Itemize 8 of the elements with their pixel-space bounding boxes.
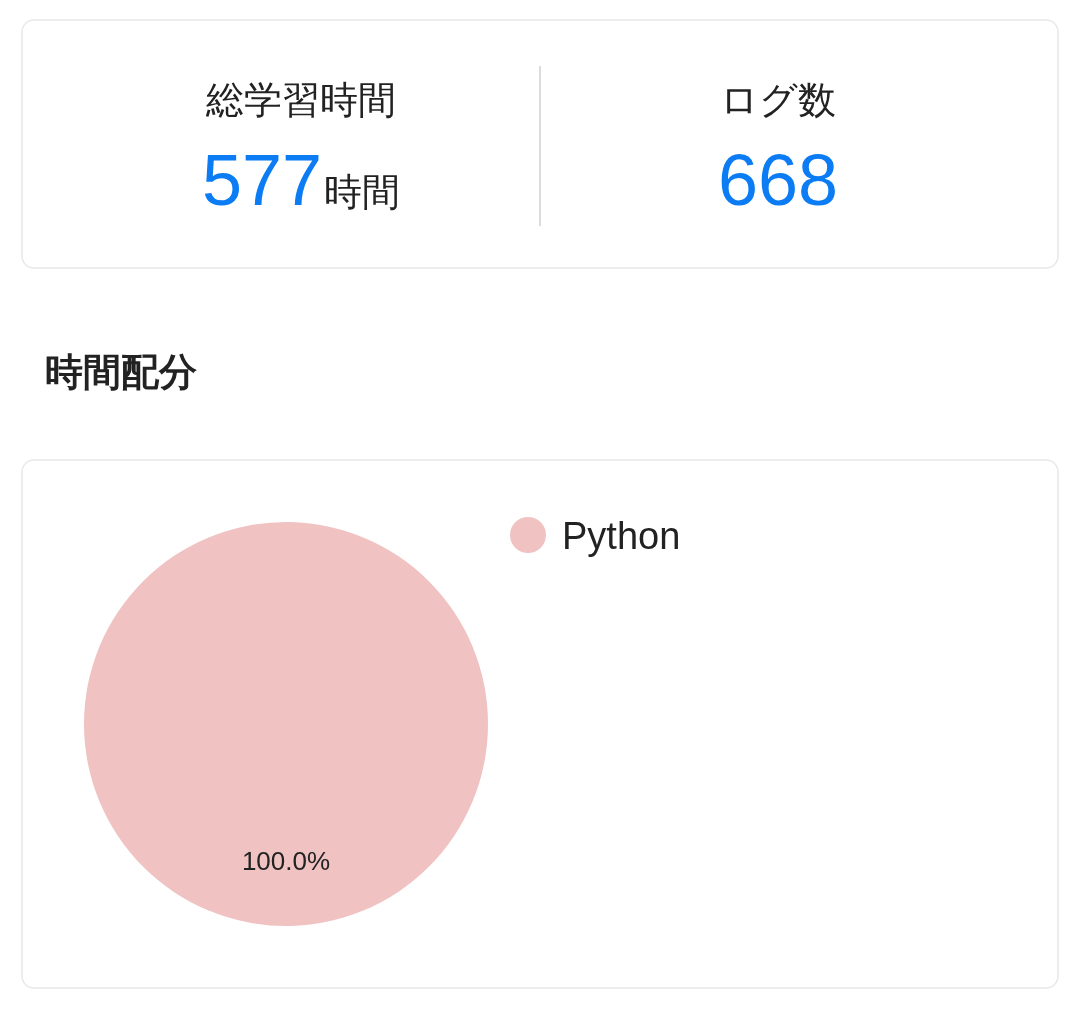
stat-label: ログ数 — [720, 79, 836, 121]
stat-unit: 時間 — [324, 171, 401, 213]
legend-label: Python — [562, 515, 681, 557]
stat-value: 668 — [717, 140, 839, 220]
stat-value: 577 — [201, 140, 323, 220]
value-label: 100.0% — [241, 846, 331, 877]
title: 時間配分 — [45, 351, 197, 393]
stat-label: 総学習時間 — [206, 79, 396, 121]
